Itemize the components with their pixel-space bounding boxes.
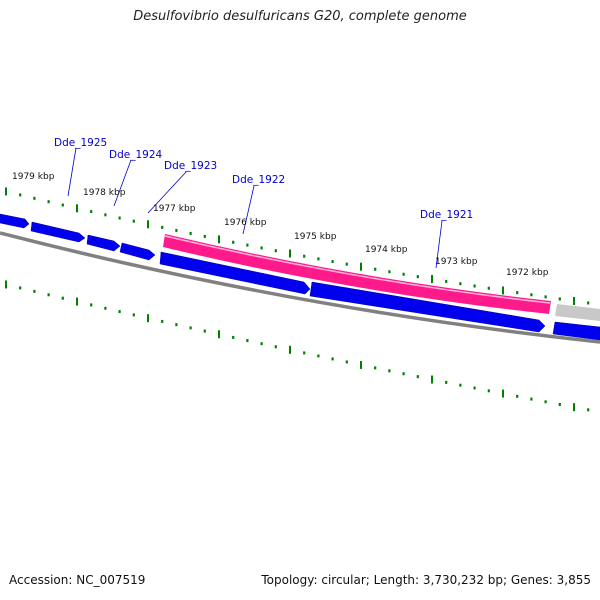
genome-backbone (0, 231, 600, 344)
ruler-label: 1972 kbp (506, 268, 549, 278)
ruler-label: 1973 kbp (435, 257, 478, 267)
inner-tick-ring (5, 280, 590, 412)
gene-arrow[interactable] (119, 242, 156, 261)
gene-label[interactable]: Dde_1923 (164, 160, 217, 172)
gene-label[interactable]: Dde_1924 (109, 149, 163, 161)
gene-arrow[interactable] (86, 234, 121, 252)
gene-arrow[interactable] (159, 251, 311, 295)
map-title: Desulfovibrio desulfuricans G20, complet… (133, 9, 467, 24)
ruler-label: 1975 kbp (294, 232, 337, 242)
gene-label-leader (113, 159, 132, 207)
gene-label-leader (435, 220, 443, 269)
ruler-label: 1979 kbp (12, 172, 55, 182)
gene-label-leader (147, 171, 187, 214)
accession-text: Accession: NC_007519 (9, 573, 146, 587)
gene-label-leader (67, 147, 77, 197)
ruler-label: 1974 kbp (365, 245, 408, 255)
ruler-label: 1977 kbp (153, 204, 196, 214)
gene-arrow[interactable] (309, 281, 546, 333)
gene-highlighted[interactable] (163, 234, 551, 314)
gene-highlighted-edge (164, 235, 551, 304)
ruler-label: 1978 kbp (83, 188, 126, 198)
gene-label[interactable]: Dde_1922 (232, 174, 285, 186)
gene-arrow[interactable] (552, 321, 600, 341)
gene-partial[interactable] (555, 304, 600, 321)
gene-label[interactable]: Dde_1925 (54, 137, 107, 149)
genome-summary-text: Topology: circular; Length: 3,730,232 bp… (261, 573, 591, 587)
gene-arrow[interactable] (30, 221, 86, 243)
gene-label-leader (242, 185, 255, 235)
ruler-label: 1976 kbp (224, 218, 267, 228)
gene-label[interactable]: Dde_1921 (420, 209, 473, 221)
outer-tick-ring (5, 187, 590, 305)
gene-arrow[interactable] (0, 213, 30, 229)
